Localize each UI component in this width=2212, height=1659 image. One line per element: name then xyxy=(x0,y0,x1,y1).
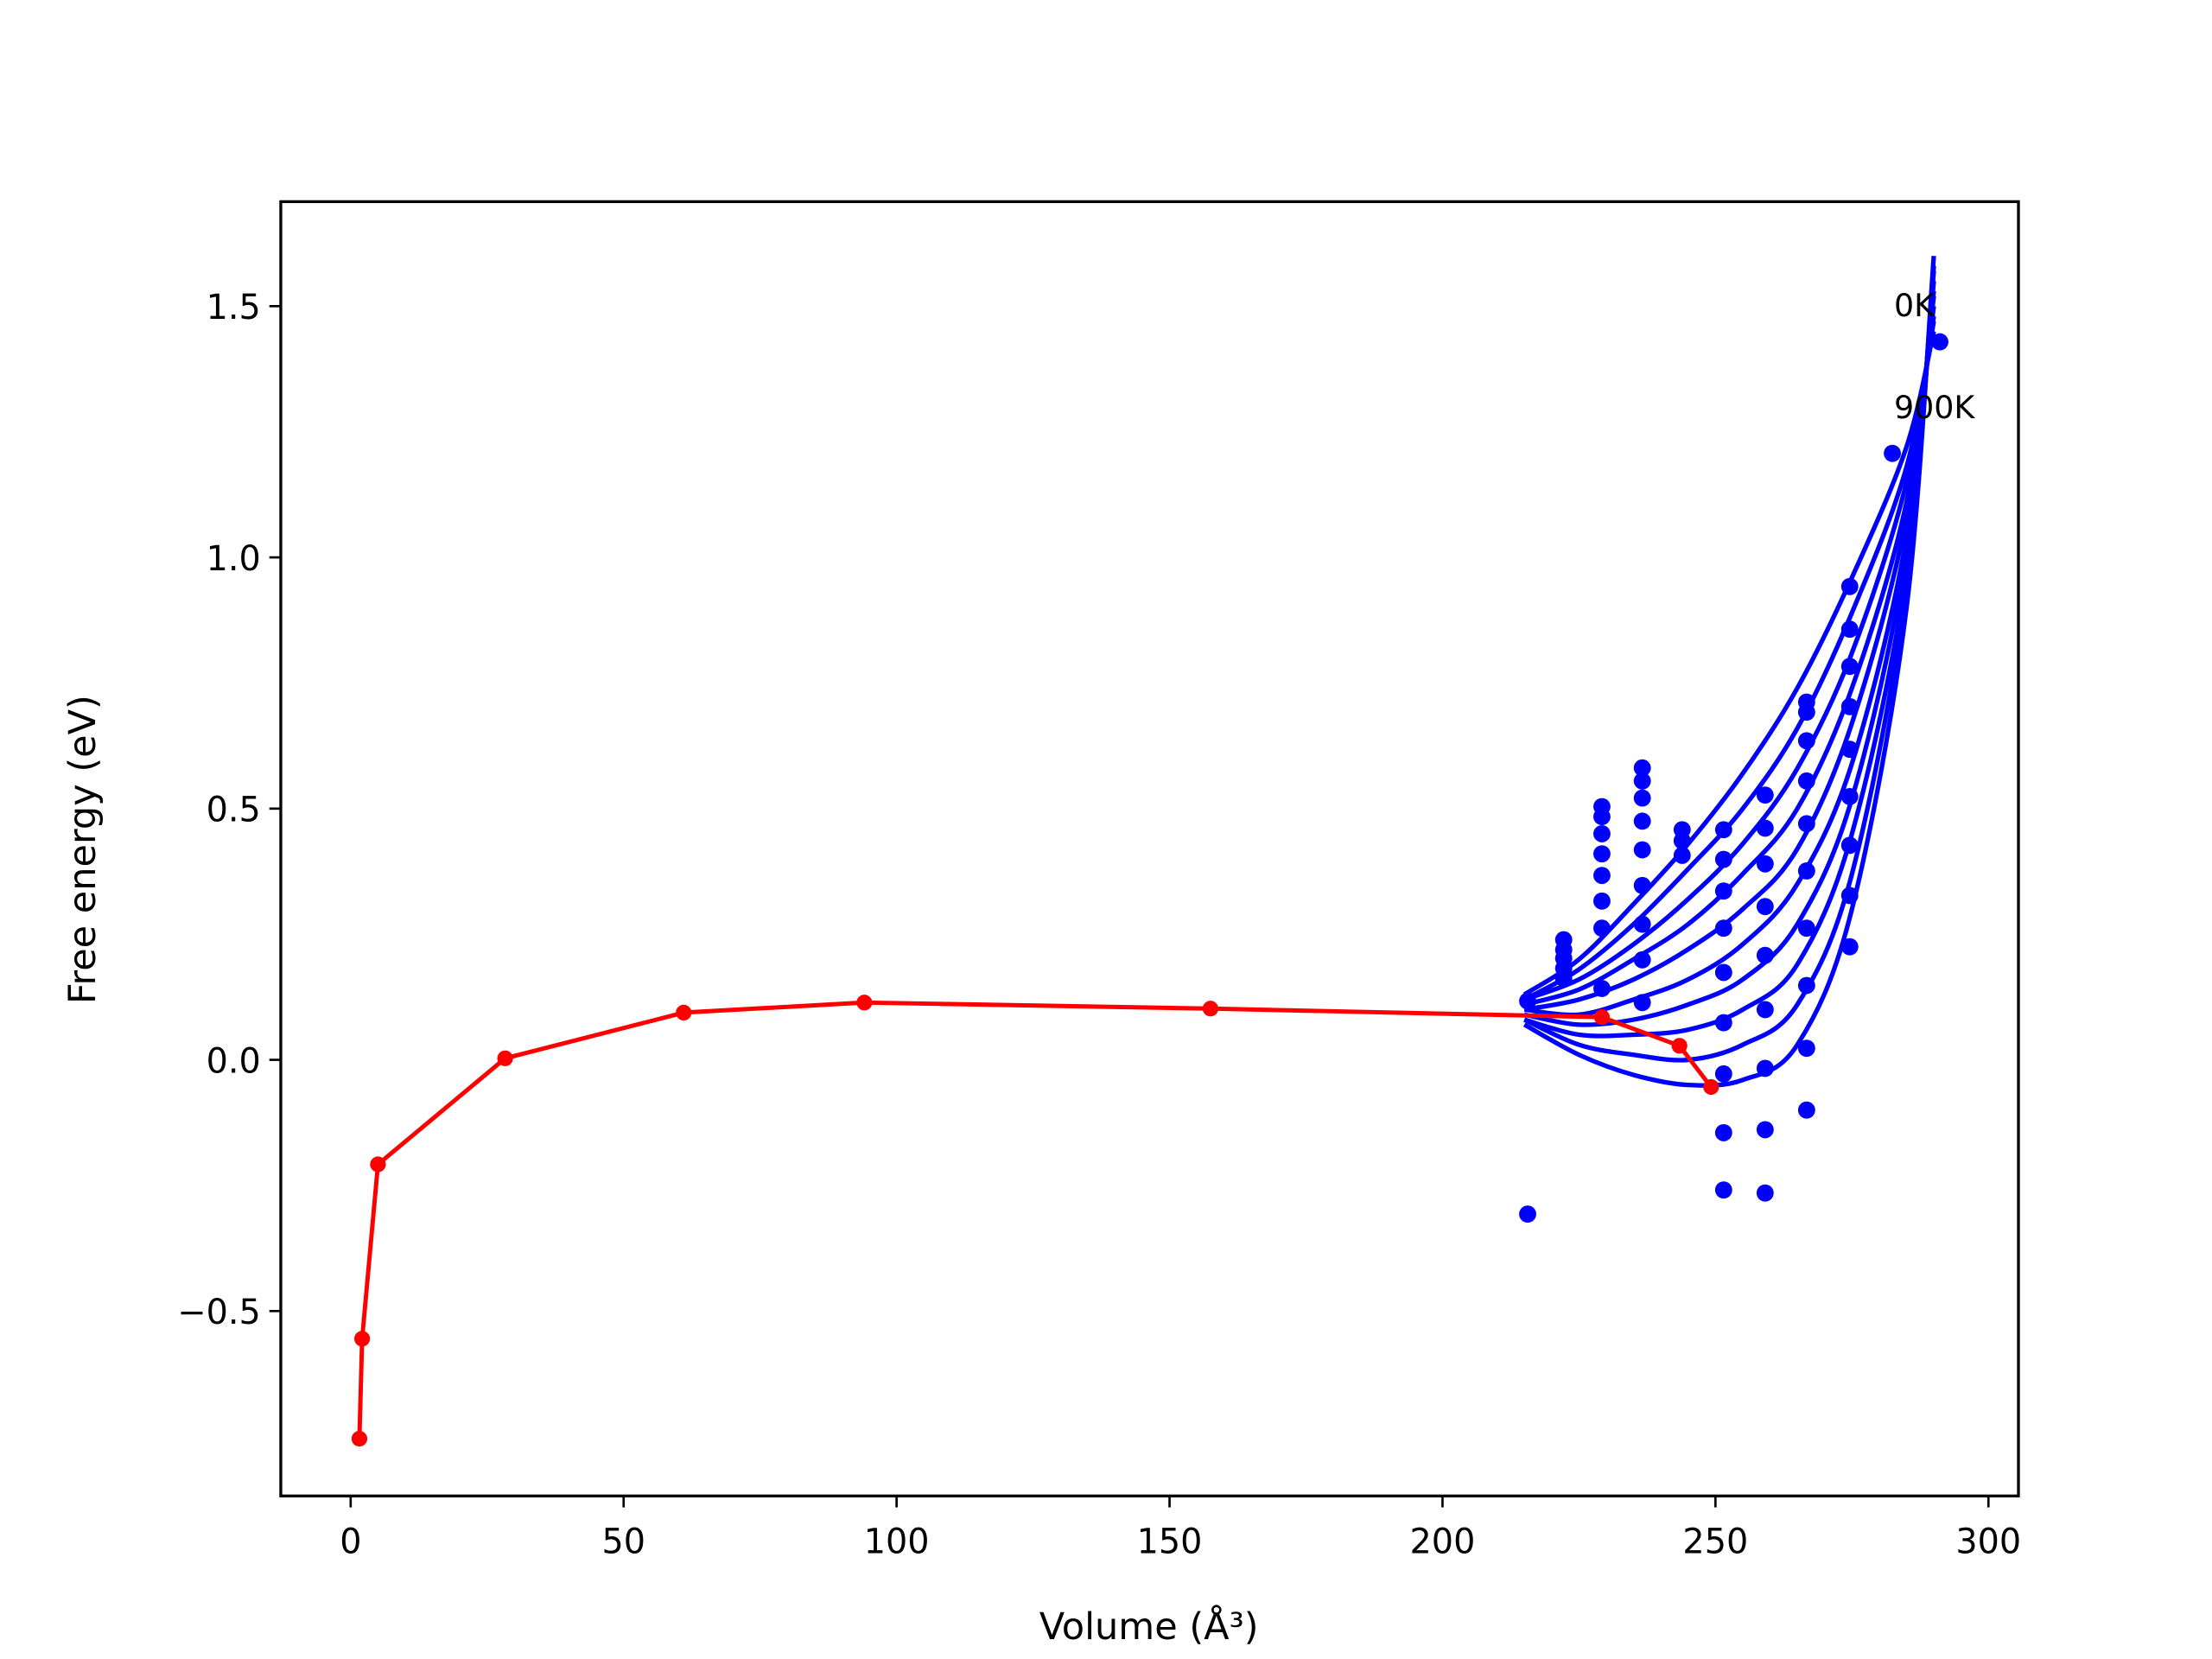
scatter-point xyxy=(1593,919,1611,938)
scatter-point xyxy=(1519,992,1536,1010)
scatter-point xyxy=(1633,915,1651,933)
annotation: 900K xyxy=(1894,389,1975,426)
line-marker xyxy=(351,1430,368,1447)
fit-curve xyxy=(1523,270,1936,1039)
scatter-point xyxy=(1714,963,1732,982)
scatter-point xyxy=(1840,787,1859,805)
x-tick-label: 250 xyxy=(1682,1522,1748,1562)
x-tick-label: 100 xyxy=(864,1522,930,1562)
scatter-point xyxy=(1797,732,1815,750)
scatter-point xyxy=(1840,577,1859,595)
scatter-point xyxy=(1840,741,1859,759)
scatter-point xyxy=(1714,1065,1732,1083)
scatter-point xyxy=(1756,786,1774,804)
scatter-point xyxy=(1633,841,1651,859)
scatter-point xyxy=(1633,876,1651,894)
scatter-point xyxy=(1593,845,1611,863)
scatter-point xyxy=(1673,846,1691,864)
scatter-point xyxy=(1756,819,1774,837)
scatter-point xyxy=(1756,946,1774,964)
scatter-point xyxy=(1714,882,1732,900)
scatter-point xyxy=(1593,867,1611,885)
scatter-point xyxy=(1633,772,1651,790)
axes-frame xyxy=(279,200,2020,1497)
scatter-point xyxy=(1797,861,1815,880)
scatter-point xyxy=(1756,1001,1774,1019)
scatter-point xyxy=(1633,994,1651,1012)
scatter-point xyxy=(1797,1039,1815,1058)
line-marker xyxy=(1703,1078,1719,1096)
scatter-point xyxy=(1554,969,1573,988)
line-marker xyxy=(370,1156,386,1173)
line-marker xyxy=(1202,1001,1219,1017)
scatter-point xyxy=(1797,815,1815,833)
scatter-point xyxy=(1714,1181,1732,1199)
line-marker xyxy=(497,1050,513,1066)
fit-curve xyxy=(1523,280,1936,1027)
scatter-point xyxy=(1756,855,1774,873)
fit-curve xyxy=(1522,321,1936,1002)
scatter-point xyxy=(1840,620,1859,639)
scatter-point xyxy=(1840,658,1859,676)
scatter-point xyxy=(1756,898,1774,916)
y-axis-label: Free energy (eV) xyxy=(61,695,105,1004)
x-tick-label: 200 xyxy=(1410,1522,1476,1562)
scatter-point xyxy=(1931,333,1948,351)
x-axis-label: Volume (Å³) xyxy=(1039,1605,1259,1649)
scatter-point xyxy=(1797,976,1815,995)
scatter-point xyxy=(1714,1123,1732,1141)
line xyxy=(357,1000,1713,1440)
scatter-point xyxy=(1593,892,1611,910)
x-tick-label: 300 xyxy=(1955,1522,2021,1562)
scatter-point xyxy=(1633,950,1651,969)
line-marker xyxy=(354,1331,371,1347)
scatter-point xyxy=(1519,1205,1536,1224)
scatter-point xyxy=(1714,821,1732,839)
scatter-point xyxy=(1797,919,1815,938)
scatter-point xyxy=(1714,850,1732,868)
fit-curve xyxy=(1523,290,1936,1018)
scatter-point xyxy=(1756,1059,1774,1077)
scatter-point xyxy=(1840,938,1859,956)
x-tick-label: 50 xyxy=(601,1522,645,1562)
fit-curve xyxy=(1523,315,1936,1002)
scatter-point xyxy=(1756,1121,1774,1139)
scatter-point xyxy=(1840,697,1859,715)
y-tick-label: 1.0 xyxy=(207,539,261,579)
line-marker xyxy=(1593,1009,1611,1026)
scatter-point xyxy=(1593,808,1611,826)
scatter-point xyxy=(1797,1101,1815,1119)
fit-curve xyxy=(1523,305,1936,1007)
scatter-point xyxy=(1714,919,1732,938)
scatter-point xyxy=(1797,703,1815,721)
scatter-point xyxy=(1840,887,1859,905)
line-marker xyxy=(856,995,873,1011)
line-marker xyxy=(1671,1038,1688,1054)
fit-curve xyxy=(1523,296,1936,1013)
scatter-point xyxy=(1593,980,1611,997)
x-tick-label: 150 xyxy=(1137,1522,1203,1562)
y-tick-label: 0.5 xyxy=(207,791,261,830)
x-tick-label: 0 xyxy=(340,1522,361,1562)
y-tick-label: 0.0 xyxy=(207,1041,261,1081)
scatter-point xyxy=(1840,836,1859,855)
y-tick-label: −0.5 xyxy=(177,1293,260,1332)
plot-area xyxy=(351,255,1948,1447)
scatter-point xyxy=(1633,812,1651,830)
line-marker xyxy=(676,1004,692,1021)
annotation: 0K xyxy=(1894,287,1936,324)
scatter-point xyxy=(1714,1014,1732,1032)
scatter-point xyxy=(1593,824,1611,842)
y-tick-label: 1.5 xyxy=(207,288,261,327)
scatter-point xyxy=(1633,759,1651,777)
scatter-point xyxy=(1633,789,1651,807)
scatter-point xyxy=(1756,1184,1774,1202)
scatter-point xyxy=(1797,772,1815,790)
scatter-point xyxy=(1673,832,1691,849)
scatter-point xyxy=(1884,444,1901,462)
